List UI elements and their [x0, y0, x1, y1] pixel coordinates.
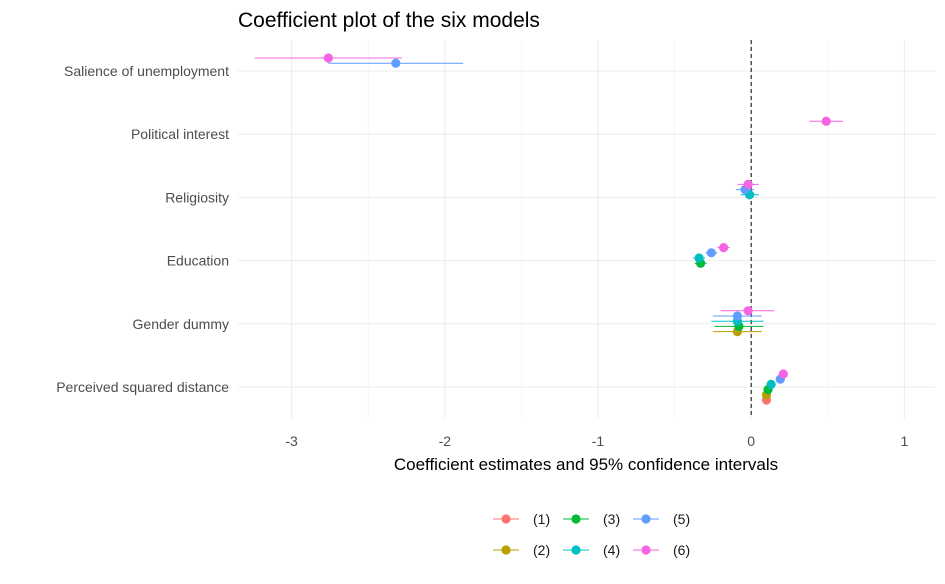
series-4 — [692, 190, 776, 389]
legend-item: (1) — [493, 511, 550, 527]
x-tick-label: 0 — [747, 433, 755, 449]
legend: (1) (2) (3) (4) (5) (6) — [493, 511, 690, 558]
x-axis-ticks: -3 -2 -1 0 1 — [285, 433, 908, 449]
legend-key-point — [501, 514, 511, 524]
legend-key-point — [501, 545, 511, 555]
legend-item: (2) — [493, 542, 550, 558]
legend-label: (5) — [673, 511, 690, 527]
coefficient-point — [706, 248, 716, 258]
coefficient-point — [732, 311, 742, 321]
legend-label: (3) — [603, 511, 620, 527]
legend-item: (6) — [633, 542, 690, 558]
series-3 — [694, 258, 773, 395]
coefficient-point — [391, 58, 401, 68]
legend-key-point — [571, 514, 581, 524]
coefficient-point — [694, 253, 704, 263]
coefficient-point — [743, 306, 753, 316]
coefficient-point — [778, 369, 788, 379]
coefficient-point — [719, 243, 729, 253]
legend-key-point — [641, 545, 651, 555]
legend-item: (5) — [633, 511, 690, 527]
y-axis-labels: Salience of unemployment Political intere… — [56, 63, 229, 395]
x-axis-label: Coefficient estimates and 95% confidence… — [394, 455, 778, 474]
y-category-label: Salience of unemployment — [64, 63, 229, 79]
legend-item: (4) — [563, 542, 620, 558]
y-category-label: Religiosity — [165, 189, 229, 205]
y-category-label: Political interest — [131, 126, 229, 142]
legend-label: (2) — [533, 542, 550, 558]
chart-title: Coefficient plot of the six models — [238, 9, 540, 32]
series-6 — [254, 53, 844, 379]
coefficient-point — [743, 179, 753, 189]
coefficient-point — [323, 53, 333, 63]
grid-layer — [238, 40, 935, 418]
legend-label: (6) — [673, 542, 690, 558]
x-tick-label: -2 — [439, 433, 452, 449]
series-layer — [254, 53, 844, 405]
y-category-label: Perceived squared distance — [56, 379, 229, 395]
legend-label: (1) — [533, 511, 550, 527]
y-category-label: Education — [167, 253, 229, 269]
y-category-label: Gender dummy — [133, 316, 229, 332]
legend-key-point — [641, 514, 651, 524]
legend-key-point — [571, 545, 581, 555]
series-2 — [712, 327, 772, 400]
x-tick-label: 1 — [900, 433, 908, 449]
legend-item: (3) — [563, 511, 620, 527]
series-5 — [328, 58, 785, 384]
x-tick-label: -3 — [285, 433, 298, 449]
legend-label: (4) — [603, 542, 620, 558]
x-tick-label: -1 — [592, 433, 605, 449]
coefficient-point — [821, 116, 831, 126]
coefficient-point — [766, 379, 776, 389]
